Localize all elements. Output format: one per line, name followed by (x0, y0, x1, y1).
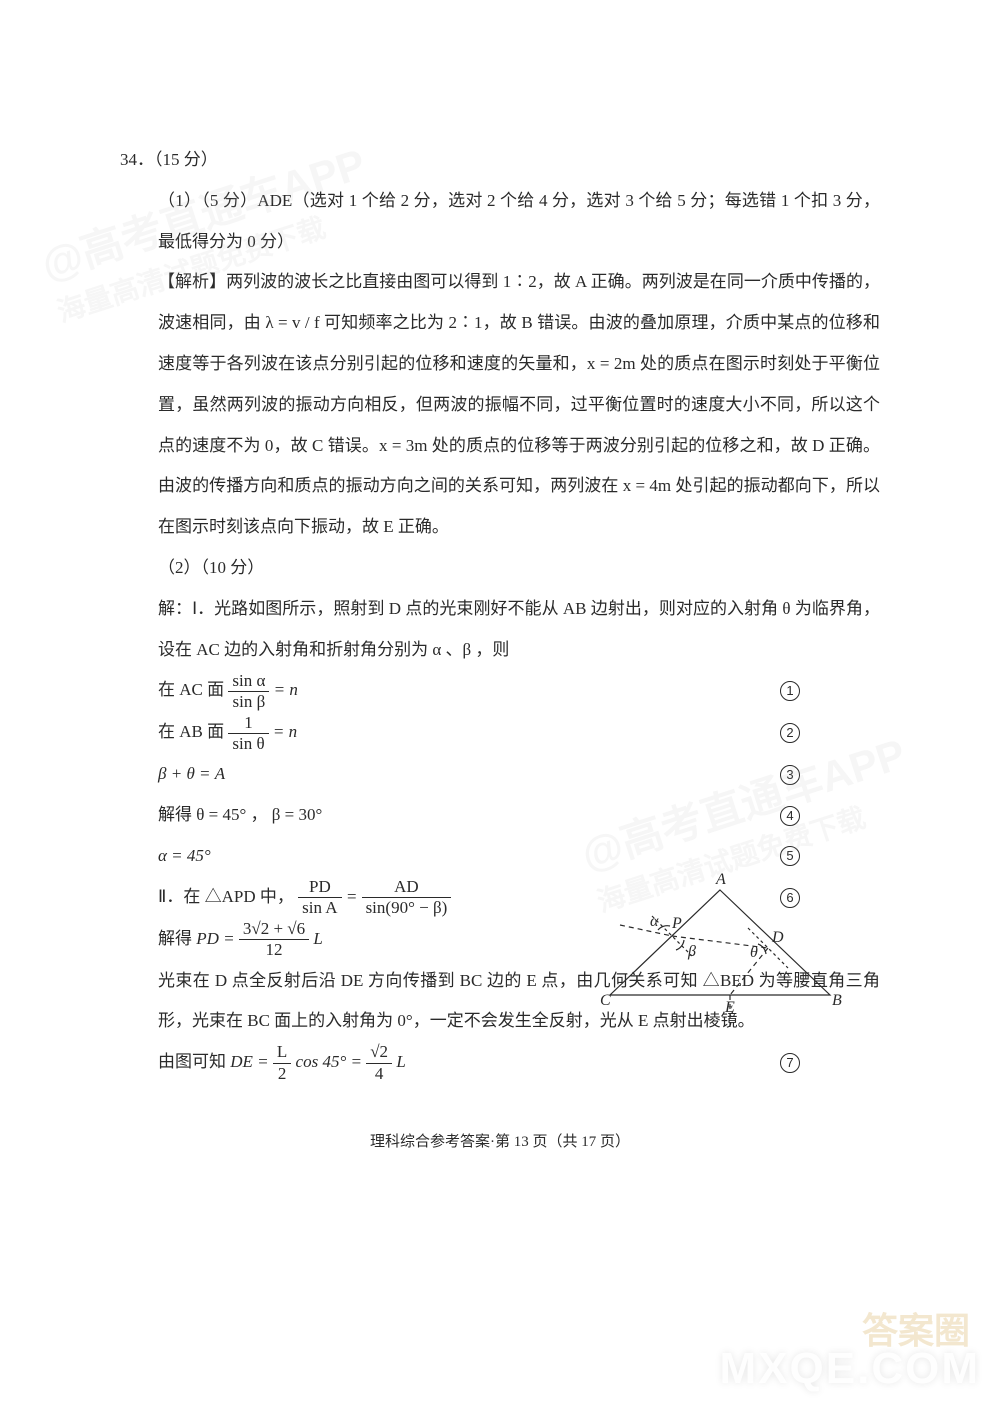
circled-3: 3 (780, 765, 800, 785)
circled-1: 1 (780, 681, 800, 701)
p2-label: （2）（10 分） (158, 548, 880, 589)
eq-2: 在 AB 面 1sin θ = n 2 (158, 712, 880, 754)
eq-3: β + θ = A 3 (158, 754, 880, 795)
solution-intro: 解：Ⅰ．光路如图所示，照射到 D 点的光束刚好不能从 AB 边射出，则对应的入射… (158, 589, 880, 671)
diag-label-theta: θ (750, 944, 758, 961)
circled-7: 7 (780, 1053, 800, 1073)
analysis-text: 两列波的波长之比直接由图可以得到 1∶2，故 A 正确。两列波是在同一介质中传播… (158, 272, 880, 536)
p1-answer-line: （1）（5 分）ADE（选对 1 个给 2 分，选对 2 个给 4 分，选对 3… (158, 181, 880, 263)
eq-4: 解得 θ = 45° ， β = 30° 4 (158, 795, 880, 836)
diag-label-beta: β (687, 943, 696, 960)
analysis-label: 【解析】 (158, 272, 226, 291)
watermark-corner: MXQE.COM (720, 1344, 980, 1394)
circled-4: 4 (780, 806, 800, 826)
diag-label-D: D (771, 929, 784, 946)
diag-label-P: P (671, 915, 682, 932)
circled-5: 5 (780, 846, 800, 866)
analysis-block: 【解析】两列波的波长之比直接由图可以得到 1∶2，故 A 正确。两列波是在同一介… (158, 262, 880, 548)
question-points: （15 分） (154, 150, 218, 169)
eq-1: 在 AC 面 sin αsin β = n 1 (158, 670, 880, 712)
diag-label-alpha: α (650, 913, 659, 930)
diag-label-C: C (600, 992, 611, 1009)
question-number: 34． (120, 150, 154, 169)
page-footer: 理科综合参考答案·第 13 页（共 17 页） (120, 1124, 880, 1160)
circled-2: 2 (780, 723, 800, 743)
prism-diagram: A B C D E P α β θ (580, 870, 860, 1050)
question-header: 34．（15 分） (120, 140, 880, 181)
diag-label-B: B (832, 992, 842, 1009)
diag-label-A: A (715, 871, 726, 888)
diag-label-E: E (724, 999, 735, 1016)
